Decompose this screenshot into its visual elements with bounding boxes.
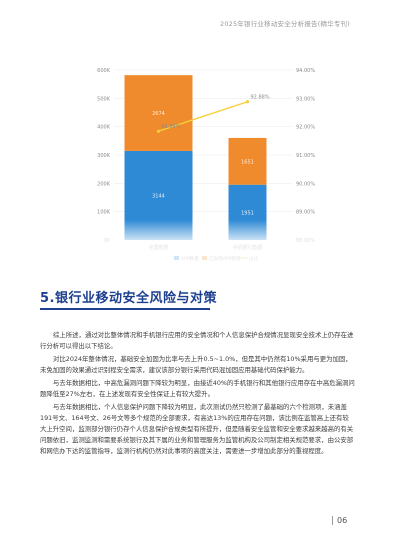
y-left-tick-label: 200K <box>97 181 111 187</box>
paragraph-4: 与去年数据相比，个人信息保护问题下降较为明显，此次测试仍然只检测了最基础的六个检… <box>40 403 354 455</box>
paragraph-1: 综上所述，通过对比整体情况和手机银行应用的安全情况和个人信息保护合规情况显现安全… <box>40 331 354 350</box>
y-right-tick-label: 90.00% <box>296 181 315 187</box>
legend-label: 占比 <box>249 255 259 262</box>
y-right-tick-label: 88.00% <box>296 238 315 244</box>
legend-label: APP数量 <box>181 255 199 262</box>
section-title-underline <box>40 308 210 310</box>
line-point <box>245 100 250 104</box>
line-data-label: 91.84% <box>162 124 181 130</box>
chart-svg: 600K 94.00% 500K 93.00% 400K 92.00% 300K 91.00%… <box>97 68 315 262</box>
bar-data-label: 3144 <box>152 193 165 199</box>
y-right-tick-label: 94.00% <box>296 68 315 74</box>
section-title: 5.银行业移动安全风险与对策 <box>40 291 217 306</box>
body-text: 综上所述，通过对比整体情况和手机银行应用的安全情况和个人信息保护合规情况显现安全… <box>40 330 355 459</box>
line-ratio <box>158 101 248 132</box>
y-left-tick-label: 100K <box>97 210 111 216</box>
x-tick-label: 手机银行数据 <box>232 244 262 251</box>
y-right-tick-label: 89.00% <box>296 210 315 216</box>
page-number: 06 <box>332 516 347 525</box>
y-right-tick-label: 91.00% <box>296 153 315 159</box>
y-left-tick-label: 300K <box>97 153 111 159</box>
x-tick-label: 全国数据 <box>148 244 168 251</box>
y-left-tick-label: 500K <box>97 96 111 102</box>
y-left-tick-label: 400K <box>97 125 111 131</box>
bar-found-count <box>228 137 267 185</box>
paragraph-2: 对比2024年整体情况，基础安全加固为比率与去上升0.5~1.0%，但是其中仍然… <box>40 355 352 374</box>
paragraph-3: 与去年数据相比，中高危漏洞问题下降较为明显，由接近40%的手机银行和其他银行应用… <box>40 379 355 398</box>
y-left-tick-label: 600K <box>97 68 111 74</box>
bar-chart: 600K 94.00% 500K 93.00% 400K 92.00% 300K 91.00%… <box>86 62 326 268</box>
legend-swatch <box>202 256 207 260</box>
report-header-title: 2025年银行业移动安全分析报告(精华专刊) <box>219 20 350 28</box>
bar-data-label: 2674 <box>152 111 165 117</box>
line-data-label: 92.88% <box>251 95 270 101</box>
y-left-tick-label: 0K <box>104 238 111 244</box>
bar-found-count <box>124 75 193 151</box>
y-right-tick-label: 93.00% <box>296 96 315 102</box>
legend-label: 已发现APP数量 <box>209 255 241 262</box>
legend-swatch <box>174 256 179 260</box>
line-point <box>156 129 161 133</box>
bar-data-label: 1651 <box>241 159 254 165</box>
bar-data-label: 1951 <box>241 210 254 216</box>
y-right-tick-label: 92.00% <box>296 125 315 131</box>
